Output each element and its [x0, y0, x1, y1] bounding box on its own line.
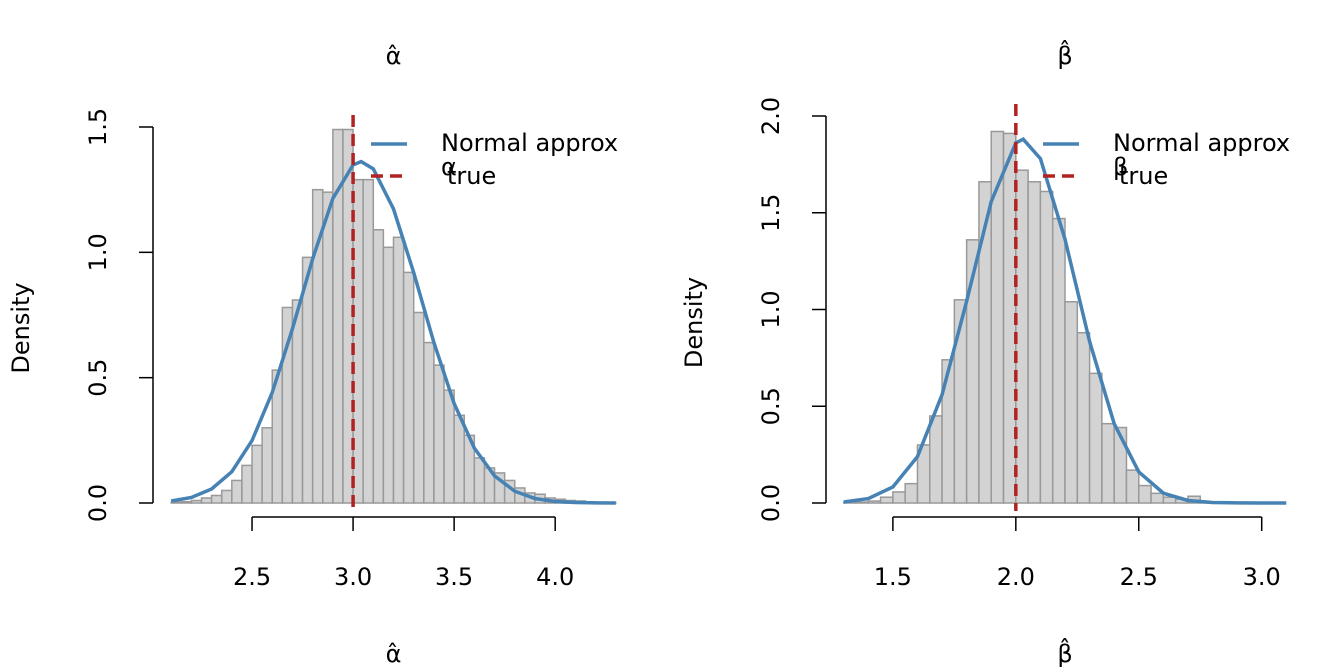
histogram-bar: [382, 246, 395, 504]
histogram-bar: [433, 364, 445, 504]
histogram-bar: [352, 178, 364, 504]
histogram-bar: [1051, 217, 1066, 504]
x-tick-label: 2.0: [997, 563, 1035, 591]
x-tick-label: 2.5: [233, 563, 271, 591]
histogram-bar: [1027, 181, 1042, 504]
histogram-bar: [855, 501, 870, 504]
x-tick-label: 2.5: [1120, 563, 1158, 591]
legend-label: Normal approx: [441, 129, 618, 157]
x-tick-label: 3.0: [334, 563, 372, 591]
panel: α̂ α̂ Density 0.0 0.5 1.0 1.5 2.5 3.0 3.5 4.0 Norma…: [7, 42, 618, 668]
histogram-bar: [892, 491, 906, 504]
histogram-bar: [1064, 301, 1079, 504]
histogram-bar: [1138, 484, 1152, 504]
y-tick-label: 1.0: [757, 290, 785, 328]
chart-title: α̂: [386, 42, 402, 70]
x-axis-label: β̂: [1057, 638, 1072, 668]
histogram-bar: [200, 497, 213, 504]
histogram-bar: [372, 229, 385, 504]
legend-label: β: [1113, 153, 1128, 181]
histogram-bar: [362, 178, 375, 504]
y-tick-label: 0.5: [757, 387, 785, 425]
y-axis-label: Density: [7, 282, 35, 373]
histogram-bar: [443, 389, 455, 504]
legend-label: Normal approx: [1113, 129, 1290, 157]
histogram-bar: [1150, 492, 1165, 504]
histogram-bar: [1125, 469, 1140, 504]
histogram-bar: [1002, 132, 1017, 504]
histogram-bar: [929, 415, 943, 504]
histogram-bar: [1113, 426, 1128, 504]
x-tick-label: 4.0: [536, 563, 574, 591]
histogram-bar: [1088, 372, 1103, 504]
histogram-bar: [1076, 331, 1091, 504]
x-tick-label: 3.0: [1243, 563, 1281, 591]
histogram-bar: [322, 191, 334, 504]
histogram-bar: [261, 427, 273, 504]
x-tick-label: 1.5: [874, 563, 912, 591]
legend-subscript: true: [1119, 162, 1168, 190]
histogram-bar: [210, 494, 223, 504]
x-axis-label: α̂: [386, 640, 402, 668]
histogram-bar: [241, 464, 253, 504]
histogram-bar: [251, 444, 263, 504]
y-tick-label: 0.0: [757, 484, 785, 522]
histogram-bar: [423, 341, 435, 504]
y-tick-label: 2.0: [757, 97, 785, 135]
histogram-bar: [1101, 422, 1115, 504]
histogram-bar: [220, 489, 233, 504]
y-axis-label: Density: [680, 277, 708, 368]
histogram-bar: [879, 496, 894, 504]
histogram-bar: [291, 299, 304, 504]
histogram-bar: [412, 311, 425, 504]
normal-curve: [170, 159, 616, 505]
legend-label: α: [441, 153, 457, 181]
histogram-bar: [1015, 169, 1029, 504]
histogram-bar: [190, 499, 203, 504]
histogram-bar: [867, 500, 882, 504]
histogram-bar: [180, 500, 193, 504]
histogram-bar: [904, 482, 919, 504]
histogram-bar: [1039, 190, 1054, 504]
y-tick-label: 1.5: [757, 194, 785, 232]
histogram-bar: [473, 457, 486, 504]
y-tick-label: 0.0: [84, 484, 112, 522]
chart-title: β̂: [1057, 40, 1072, 70]
y-tick-label: 0.5: [84, 359, 112, 397]
histogram-bar: [453, 414, 465, 504]
x-tick-label: 3.5: [435, 563, 473, 591]
normal-curve: [843, 137, 1287, 505]
histogram-bar: [231, 479, 243, 504]
histogram-bar: [392, 236, 405, 504]
y-tick-label: 1.5: [84, 108, 112, 146]
panel: β̂ β̂ Density 0.0 0.5 1.0 1.5 2.0 1.5 2.0 2.5 3.0 No…: [680, 40, 1290, 668]
y-tick-label: 1.0: [84, 233, 112, 271]
histogram-bar: [402, 271, 415, 504]
legend-subscript: true: [447, 162, 496, 190]
